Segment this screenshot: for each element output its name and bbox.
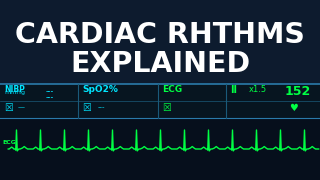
Text: x1.5: x1.5	[249, 85, 267, 94]
Text: ☒: ☒	[162, 103, 171, 113]
Text: ---: ---	[46, 87, 54, 96]
FancyBboxPatch shape	[0, 118, 320, 180]
Text: ECG: ECG	[2, 141, 16, 145]
Text: 152: 152	[285, 85, 311, 98]
Text: EXPLAINED: EXPLAINED	[70, 50, 250, 78]
Text: ECG: ECG	[162, 85, 182, 94]
Text: mmHg: mmHg	[4, 90, 25, 95]
Text: —: —	[18, 104, 25, 110]
Text: CARDIAC RHTHMS: CARDIAC RHTHMS	[15, 21, 305, 49]
Text: SpO2%: SpO2%	[82, 85, 118, 94]
FancyBboxPatch shape	[0, 84, 320, 118]
Text: ☒: ☒	[82, 103, 91, 113]
Text: ---: ---	[98, 104, 106, 110]
Text: NIBP: NIBP	[4, 85, 25, 94]
Text: ☒: ☒	[4, 103, 13, 113]
Text: II: II	[230, 85, 237, 95]
Text: ♥: ♥	[289, 103, 298, 113]
Text: ---: ---	[46, 93, 54, 102]
